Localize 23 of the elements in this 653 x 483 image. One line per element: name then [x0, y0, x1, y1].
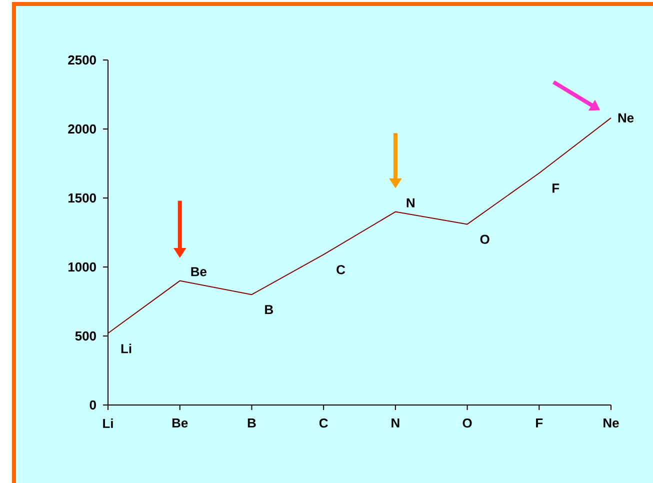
annotation: O — [480, 234, 490, 244]
annotation: B — [265, 305, 273, 314]
y-tick-label: 1500 — [68, 193, 96, 203]
annotation: F — [552, 184, 560, 193]
annotation: N — [406, 198, 414, 208]
x-tick-label: N — [392, 418, 400, 428]
x-tick-label: F — [536, 418, 543, 428]
x-tick-label: Li — [103, 418, 113, 428]
y-tick-label: 0 — [90, 400, 96, 410]
x-tick-label: O — [462, 418, 472, 428]
x-tick-label: Be — [172, 418, 188, 428]
annotation: Ne — [618, 113, 634, 122]
y-tick-label: 2000 — [68, 124, 96, 134]
y-tick-label: 500 — [75, 331, 96, 341]
annotation: Li — [121, 344, 132, 354]
x-tick-label: Ne — [604, 418, 619, 428]
y-tick-label: 2500 — [68, 55, 96, 65]
line-series — [108, 117, 612, 334]
x-tick-label: B — [248, 418, 256, 428]
x-tick-label: C — [319, 418, 328, 428]
y-tick-label: 1000 — [68, 262, 96, 272]
annotation: C — [336, 265, 346, 274]
annotation: Be — [191, 267, 206, 276]
